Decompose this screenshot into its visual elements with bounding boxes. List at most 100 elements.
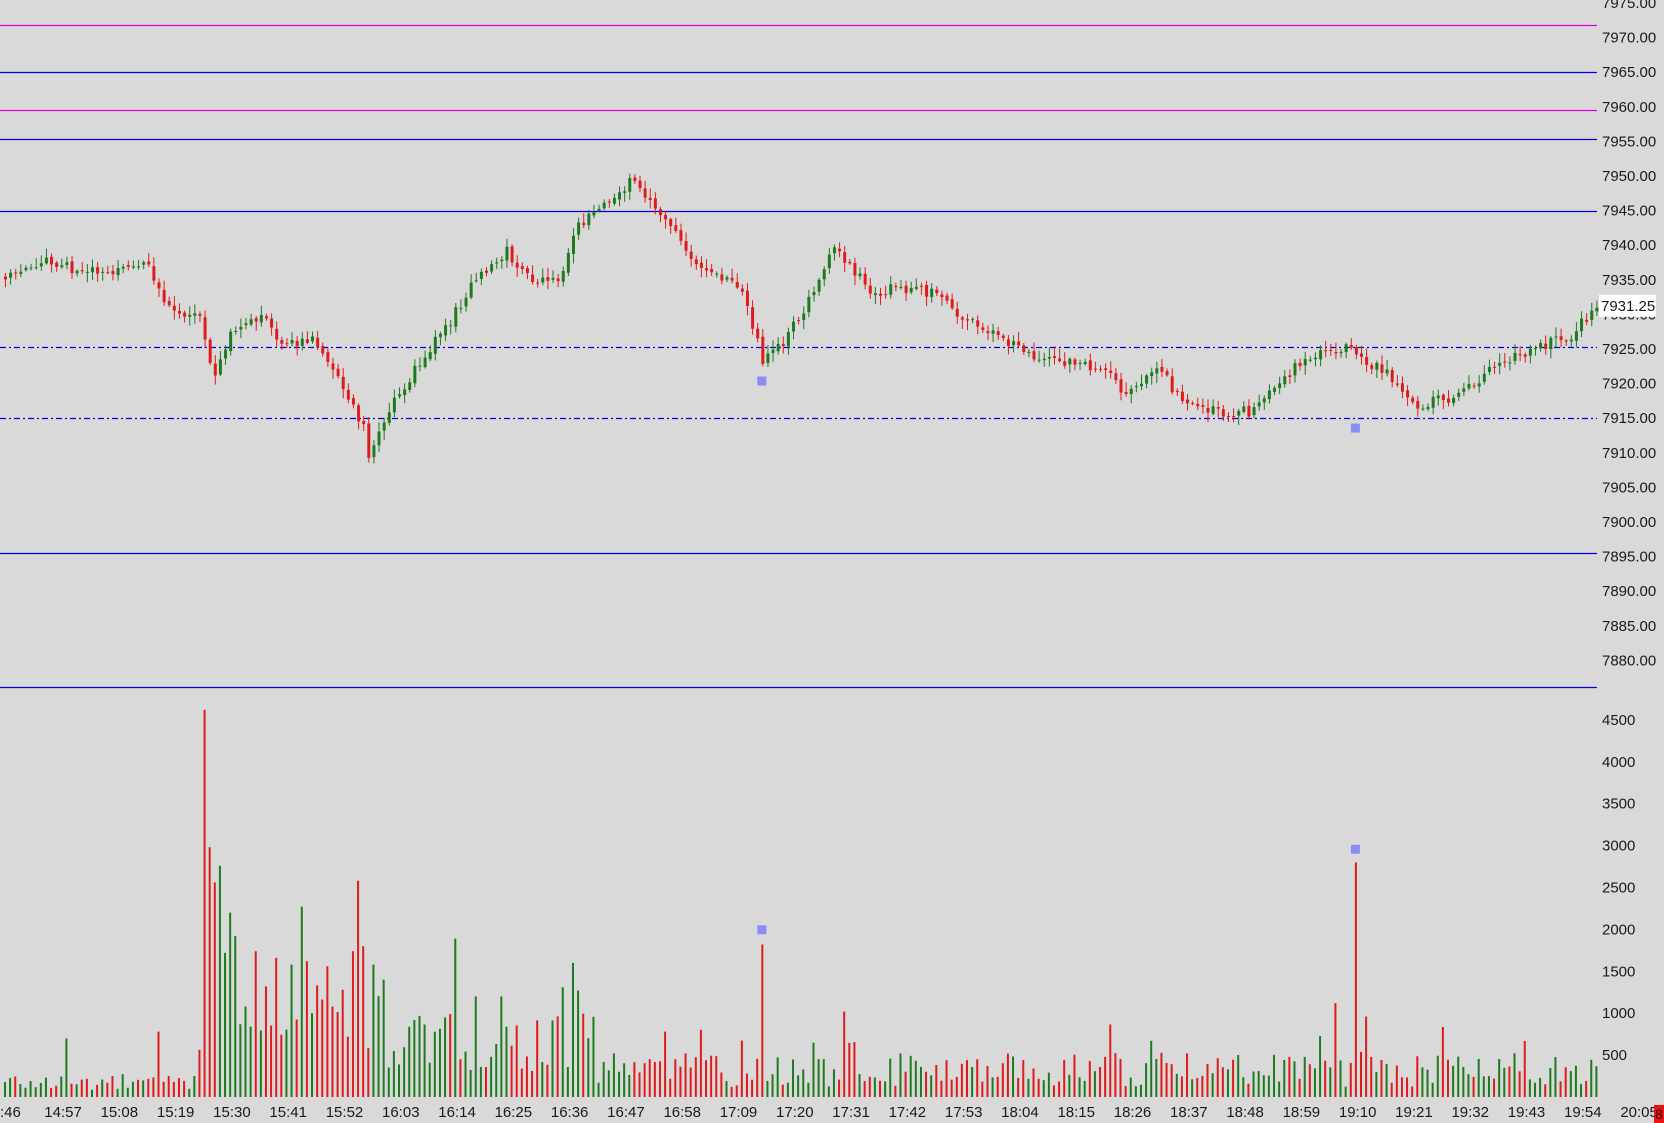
- volume-bar: [1400, 1077, 1403, 1097]
- volume-bar: [1385, 1063, 1388, 1097]
- candle: [802, 306, 806, 330]
- candle: [618, 186, 622, 207]
- volume-bar: [367, 1048, 370, 1097]
- volume-bar: [1104, 1056, 1107, 1097]
- candle-body: [1216, 407, 1220, 409]
- volume-bar: [1446, 1059, 1449, 1097]
- candle: [664, 211, 668, 229]
- candle: [24, 265, 28, 272]
- volume-bar: [638, 1072, 641, 1097]
- candle: [495, 257, 499, 270]
- volume-bar: [684, 1053, 687, 1097]
- candle-body: [1093, 368, 1097, 370]
- candle-body: [1580, 318, 1584, 332]
- volume-bar: [981, 1081, 984, 1097]
- volume-bar: [4, 1082, 6, 1097]
- volume-bar: [873, 1077, 876, 1097]
- candle-body: [234, 330, 238, 332]
- candle-body: [960, 317, 964, 320]
- volume-axis[interactable]: 4500 4000 3500 3000 2500 2000 1500 1000 500: [1602, 712, 1635, 1064]
- candle: [1267, 384, 1271, 404]
- candle-body: [720, 274, 724, 281]
- volume-bar: [515, 1025, 518, 1097]
- time-axis[interactable]: :46 14:57 15:08 15:19 15:30 15:41 15:52 16:03 16…: [0, 1104, 1664, 1121]
- candle: [643, 180, 647, 203]
- candle-body: [602, 202, 606, 209]
- candle: [914, 278, 918, 291]
- candle-body: [367, 423, 371, 458]
- volume-bar: [1150, 1040, 1153, 1097]
- candle: [126, 260, 130, 271]
- volume-bar: [218, 865, 221, 1097]
- price-tick-label: 7945.00: [1602, 203, 1656, 220]
- volume-bar: [188, 1088, 191, 1097]
- candle: [229, 328, 233, 356]
- volume-bar: [1012, 1056, 1015, 1097]
- volume-bar: [14, 1076, 17, 1097]
- candle-body: [1549, 337, 1553, 350]
- candle: [264, 313, 268, 321]
- candle: [438, 331, 442, 346]
- candle-body: [403, 389, 407, 396]
- candle: [566, 248, 570, 276]
- candle: [1544, 335, 1548, 355]
- volume-bar: [311, 1013, 314, 1097]
- time-tick-label: 15:30: [213, 1104, 251, 1121]
- candle: [183, 310, 187, 323]
- candle: [817, 277, 821, 296]
- candle: [1109, 361, 1113, 379]
- candle: [756, 322, 760, 343]
- volume-bar: [259, 1030, 262, 1097]
- candle-body: [1477, 383, 1481, 387]
- volume-bar: [1554, 1057, 1557, 1097]
- candle: [909, 281, 913, 295]
- volume-bar: [730, 1086, 733, 1097]
- candle-body: [684, 241, 688, 251]
- candle: [275, 321, 279, 348]
- candle-body: [827, 254, 831, 269]
- candle-body: [531, 274, 535, 282]
- candle: [1232, 408, 1236, 423]
- candle-body: [474, 280, 478, 282]
- volume-bar: [1523, 1040, 1526, 1097]
- candle-body: [705, 268, 709, 271]
- time-tick-label: 19:54: [1564, 1104, 1602, 1121]
- volume-bar: [234, 936, 237, 1097]
- volume-bar: [1313, 1068, 1316, 1097]
- candle-body: [90, 267, 94, 273]
- candle: [658, 206, 662, 223]
- corner-badge-label: 8: [1655, 1106, 1663, 1122]
- candle: [44, 248, 48, 265]
- candle-body: [658, 209, 662, 216]
- candle-body: [1436, 395, 1440, 399]
- candle-body: [965, 319, 969, 321]
- volume-bar: [85, 1078, 88, 1097]
- candle: [1569, 335, 1573, 347]
- candle-body: [449, 325, 453, 327]
- candle: [321, 342, 325, 357]
- candle-body: [618, 192, 622, 200]
- candle-body: [1313, 357, 1317, 360]
- candle-body: [239, 326, 243, 330]
- volume-bar: [1344, 1086, 1347, 1097]
- candle: [832, 244, 836, 261]
- candle-body: [490, 264, 494, 272]
- volume-bar: [433, 1031, 436, 1097]
- candle-body: [500, 259, 504, 262]
- candle: [1088, 353, 1092, 376]
- candle-body: [1498, 362, 1502, 366]
- candle: [1472, 382, 1476, 390]
- volume-bar: [177, 1078, 180, 1097]
- candle-body: [275, 328, 279, 340]
- volume-bar: [29, 1081, 32, 1097]
- candle-body: [1564, 340, 1568, 342]
- candle-body: [1047, 356, 1051, 359]
- volume-bar: [960, 1063, 963, 1097]
- candle-body: [1063, 361, 1067, 366]
- candle-body: [817, 279, 821, 292]
- volume-bar: [1549, 1067, 1552, 1097]
- volume-bar: [658, 1061, 661, 1097]
- volume-bar: [664, 1031, 667, 1097]
- time-tick-label: :46: [0, 1104, 21, 1121]
